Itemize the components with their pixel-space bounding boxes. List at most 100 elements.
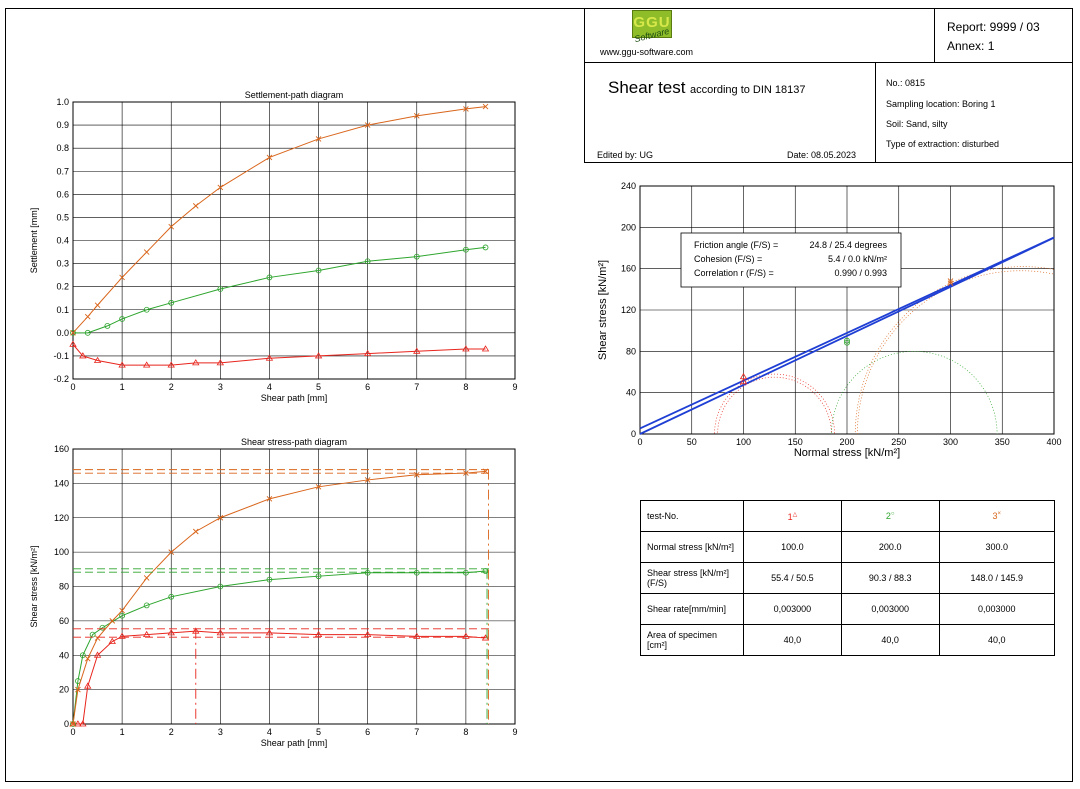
- shear-path-x-tick-label: 1: [120, 727, 125, 737]
- mohr-y-tick-label: 240: [621, 181, 636, 191]
- cell: 40,0: [840, 624, 940, 656]
- settlement-point-2: [217, 286, 224, 292]
- mohr-y-tick-label: 160: [621, 264, 636, 274]
- shear-path-y-tick-label: 0: [64, 719, 69, 729]
- settlement-x-tick-label: 4: [267, 382, 272, 392]
- mohr-x-tick-label: 50: [687, 437, 697, 447]
- results-box-label: Friction angle (F/S) =: [694, 240, 778, 250]
- shear-path-point-1: [413, 632, 421, 639]
- settlement-point-2: [168, 299, 175, 306]
- mohr-x-tick-label: 300: [943, 437, 958, 447]
- settlement-point-2: [413, 253, 420, 260]
- shear-path-series-line-2: [72, 570, 486, 725]
- table-row: Area of specimen [cm²] 40,0 40,0 40,0: [640, 624, 1056, 656]
- shear-path-y-tick-label: 20: [59, 685, 69, 695]
- table-header-test3: 3×: [938, 500, 1056, 532]
- settlement-point-3: [119, 274, 125, 281]
- settlement-y-tick-label: 0.3: [56, 259, 69, 269]
- shear-path-point-2: [79, 652, 86, 659]
- page-frame: [5, 8, 1073, 782]
- settlement-point-3: [94, 302, 101, 308]
- cell: 55.4 / 50.5: [743, 562, 842, 594]
- website-link[interactable]: www.ggu-software.com: [600, 47, 694, 57]
- test1-number: 1: [787, 511, 793, 522]
- shear-path-point-1: [142, 630, 151, 638]
- shear-path-y-tick-label: 120: [54, 513, 69, 523]
- shear-path-point-1: [69, 720, 77, 727]
- settlement-y-tick-label: -0.1: [53, 351, 69, 361]
- settlement-point-1: [481, 345, 490, 352]
- shear-path-x-tick-label: 3: [218, 727, 223, 737]
- shear-path-point-3: [84, 655, 91, 662]
- settlement-series-line-1: [72, 344, 486, 366]
- title-main: Shear test: [608, 78, 686, 97]
- shear-path-point-1: [118, 632, 126, 639]
- shear-path-point-1: [93, 651, 102, 658]
- settlement-point-1: [167, 361, 175, 368]
- table-row: Shear rate[mm/min] 0,003000 0,003000 0,0…: [640, 593, 1056, 625]
- settlement-x-tick-label: 0: [70, 382, 75, 392]
- shear-path-point-3: [192, 528, 199, 535]
- info-sampling-location: Sampling location: Boring 1: [886, 99, 996, 109]
- settlement-y-tick-label: 0.4: [56, 236, 69, 246]
- settlement-x-tick-label: 6: [365, 382, 370, 392]
- shear-path-point-3: [94, 635, 101, 641]
- test1-marker: △: [792, 511, 798, 518]
- settlement-point-3: [84, 313, 91, 320]
- settlement-point-1: [216, 359, 225, 366]
- mohr-x-tick-label: 0: [637, 437, 642, 447]
- settlement-y-tick-label: 0.8: [56, 143, 69, 153]
- shear-path-point-1: [167, 629, 175, 636]
- title-sub: according to DIN 18137: [689, 84, 806, 96]
- shear-path-point-1: [216, 629, 225, 636]
- test2-number: 2: [885, 511, 891, 521]
- mohr-regression-line: [639, 236, 1055, 435]
- shear-path-y-tick-label: 60: [59, 616, 69, 626]
- results-table: test-No. 1△ 2○ 3× Normal stress [kN/m²] …: [640, 500, 1056, 656]
- shear-path-point-2: [119, 612, 126, 619]
- shear-path-point-3: [463, 470, 469, 476]
- settlement-point-3: [168, 223, 175, 230]
- settlement-point-3: [482, 103, 489, 110]
- settlement-title: Settlement-path diagram: [245, 90, 344, 100]
- mohr-x-axis-label: Normal stress [kN/m²]: [794, 447, 900, 459]
- mohr-circle: [714, 373, 835, 434]
- settlement-y-tick-label: 0.6: [56, 189, 69, 199]
- shear-path-point-1: [265, 629, 274, 636]
- info-no: No.: 0815: [886, 78, 926, 88]
- mohr-point: [844, 339, 850, 346]
- shear-path-series-line-3: [72, 470, 486, 725]
- ggu-logo: GGU: [632, 10, 672, 38]
- shear-path-point-3: [217, 514, 224, 521]
- shear-path-x-tick-label: 6: [365, 727, 370, 737]
- settlement-x-tick-label: 9: [512, 382, 517, 392]
- settlement-y-tick-label: 0.0: [56, 328, 69, 338]
- mohr-point: [947, 280, 954, 287]
- report-number: Report: 9999 / 03: [947, 20, 1040, 34]
- row-label: Shear rate[mm/min]: [640, 593, 744, 625]
- row-label: Area of specimen [cm²]: [640, 624, 744, 656]
- cell: 40,0: [938, 624, 1056, 656]
- settlement-y-tick-label: 0.9: [56, 120, 69, 130]
- cell: 90.3 / 88.3: [840, 562, 940, 594]
- mohr-y-tick-label: 0: [631, 429, 636, 439]
- shear-path-x-tick-label: 5: [316, 727, 321, 737]
- shear-path-y-tick-label: 100: [54, 547, 69, 557]
- results-box-value: 24.8 / 25.4 degrees: [809, 240, 887, 250]
- shear-path-point-2: [266, 576, 273, 583]
- settlement-point-2: [482, 244, 489, 251]
- shear-path-point-1: [74, 720, 82, 727]
- settlement-y-tick-label: 1.0: [56, 97, 69, 107]
- mohr-x-tick-label: 250: [891, 437, 906, 447]
- settlement-point-1: [413, 347, 421, 354]
- cell: 300.0: [938, 531, 1056, 563]
- mohr-circles: [714, 266, 1054, 434]
- shear-path-point-2: [143, 602, 150, 609]
- test2-marker: ○: [890, 511, 895, 517]
- info-soil: Soil: Sand, silty: [886, 119, 948, 129]
- settlement-y-tick-label: 0.5: [56, 212, 69, 222]
- settlement-point-2: [364, 258, 371, 265]
- mohr-y-tick-label: 80: [626, 346, 636, 356]
- shear-path-point-3: [119, 607, 125, 614]
